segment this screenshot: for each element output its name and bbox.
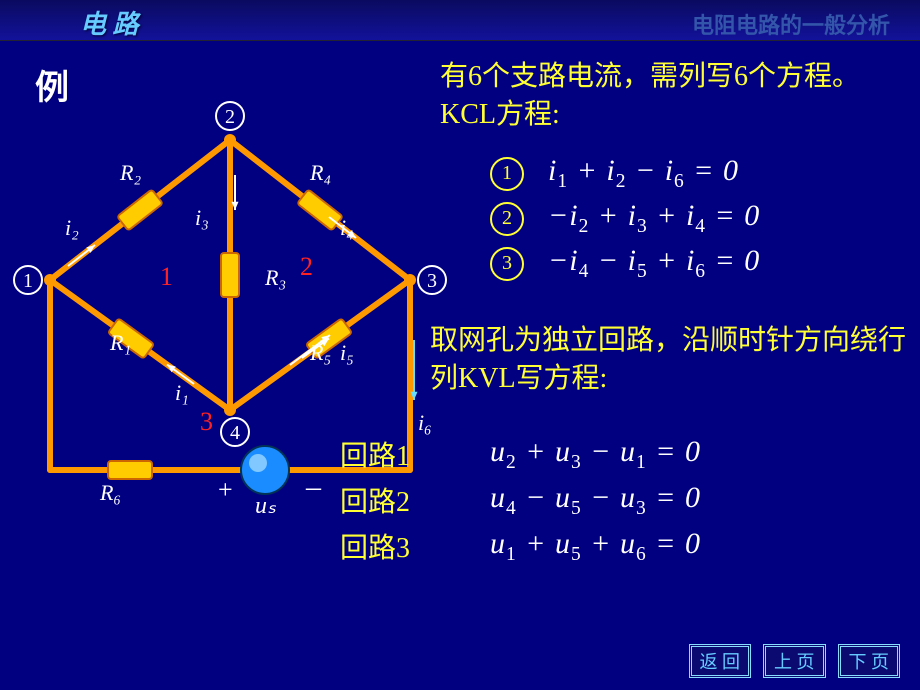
kcl-equation: −i2 + i3 + i4 = 0	[548, 199, 760, 238]
kcl-node-num: 1	[490, 157, 524, 191]
kcl-equation: −i4 − i5 + i6 = 0	[548, 244, 760, 283]
kcl-intro: 有6个支路电流，需列写6个方程。KCL方程:	[440, 58, 910, 134]
kcl-row: 3 −i4 − i5 + i6 = 0	[490, 244, 760, 283]
kvl-row: 回路2 u4 − u5 − u3 = 0	[340, 480, 701, 520]
kvl-row: 回路1 u2 + u3 − u1 = 0	[340, 434, 701, 474]
kcl-equations: 1 i1 + i2 − i6 = 0 2 −i2 + i3 + i4 = 0 3 −i4 …	[490, 148, 760, 289]
svg-text:R₁: R₁	[109, 330, 131, 355]
svg-text:2: 2	[300, 252, 313, 281]
svg-text:R₆: R₆	[99, 480, 121, 505]
header-title-right: 电阻电路的一般分析	[692, 8, 890, 40]
svg-text:2: 2	[225, 106, 235, 128]
svg-text:i₃: i₃	[195, 205, 209, 230]
nav-buttons: 返 回 上 页 下 页	[689, 644, 901, 678]
svg-text:+: +	[218, 475, 233, 504]
svg-text:uₛ: uₛ	[255, 493, 277, 519]
kcl-equation: i1 + i2 − i6 = 0	[548, 154, 739, 193]
header-title-left: 电 路	[80, 4, 139, 41]
svg-text:R₂: R₂	[119, 160, 141, 185]
svg-text:i₁: i₁	[175, 380, 189, 405]
kvl-loop-label: 回路3	[340, 526, 450, 566]
svg-text:R₃: R₃	[264, 265, 286, 290]
kcl-row: 1 i1 + i2 − i6 = 0	[490, 154, 760, 193]
kvl-equations: 回路1u2 + u3 − u1 = 0回路2u4 − u5 − u3 = 0回路…	[340, 428, 701, 572]
back-button[interactable]: 返 回	[689, 644, 752, 678]
kcl-row: 2 −i2 + i3 + i4 = 0	[490, 199, 760, 238]
svg-text:3: 3	[200, 407, 213, 436]
svg-text:4: 4	[230, 422, 240, 444]
svg-text:i₅: i₅	[340, 340, 354, 365]
header-bar: 电 路 电阻电路的一般分析	[0, 0, 920, 41]
svg-text:R₄: R₄	[309, 160, 331, 185]
kcl-node-num: 3	[490, 247, 524, 281]
svg-text:i₂: i₂	[65, 215, 79, 240]
svg-text:1: 1	[23, 270, 33, 292]
kcl-node-num: 2	[490, 202, 524, 236]
next-button[interactable]: 下 页	[838, 644, 901, 678]
kvl-equation: u4 − u5 − u3 = 0	[490, 481, 701, 520]
svg-text:3: 3	[427, 270, 437, 292]
svg-text:1: 1	[160, 262, 173, 291]
svg-text:–: –	[305, 470, 322, 503]
kvl-loop-label: 回路2	[340, 480, 450, 520]
kvl-equation: u2 + u3 − u1 = 0	[490, 435, 701, 474]
kvl-equation: u1 + u5 + u6 = 0	[490, 527, 701, 566]
kvl-intro: 取网孔为独立回路，沿顺时针方向绕行列KVL写方程:	[430, 322, 920, 398]
kvl-row: 回路3 u1 + u5 + u6 = 0	[340, 526, 701, 566]
kvl-loop-label: 回路1	[340, 434, 450, 474]
prev-button[interactable]: 上 页	[763, 644, 826, 678]
